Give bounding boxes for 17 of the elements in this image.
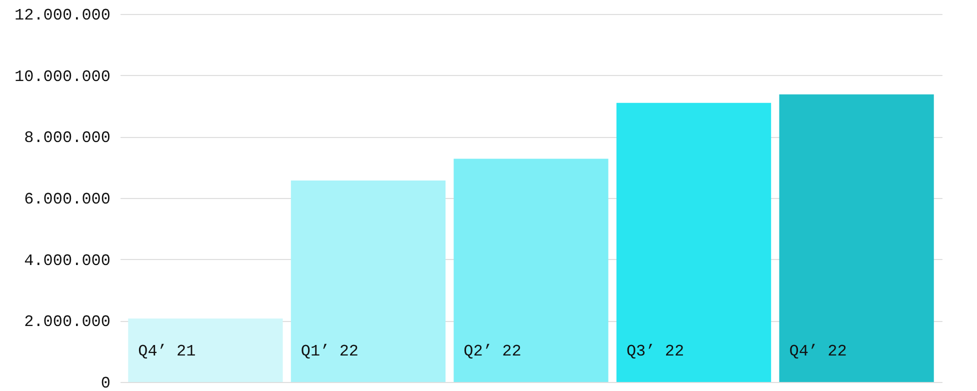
bar (128, 318, 283, 382)
y-tick-label: 12.000.000 (14, 6, 110, 24)
x-tick-label: Q4’ 21 (138, 342, 196, 360)
x-tick-label: Q1’ 22 (300, 342, 359, 360)
x-tick-label: Q2’ 22 (464, 342, 522, 360)
bar (290, 180, 446, 382)
x-tick-label: Q4’ 22 (789, 342, 847, 360)
y-tick-label: 8.000.000 (24, 129, 110, 148)
y-tick-label: 2.000.000 (24, 313, 110, 332)
bar (454, 158, 608, 382)
y-tick-label: 0 (100, 374, 110, 391)
bar (779, 94, 934, 382)
y-tick-label: 6.000.000 (24, 190, 110, 208)
bar (616, 102, 772, 382)
y-tick-label: 10.000.000 (14, 68, 110, 86)
y-tick-label: 4.000.000 (24, 252, 110, 270)
x-tick-label: Q3’ 22 (626, 342, 684, 360)
